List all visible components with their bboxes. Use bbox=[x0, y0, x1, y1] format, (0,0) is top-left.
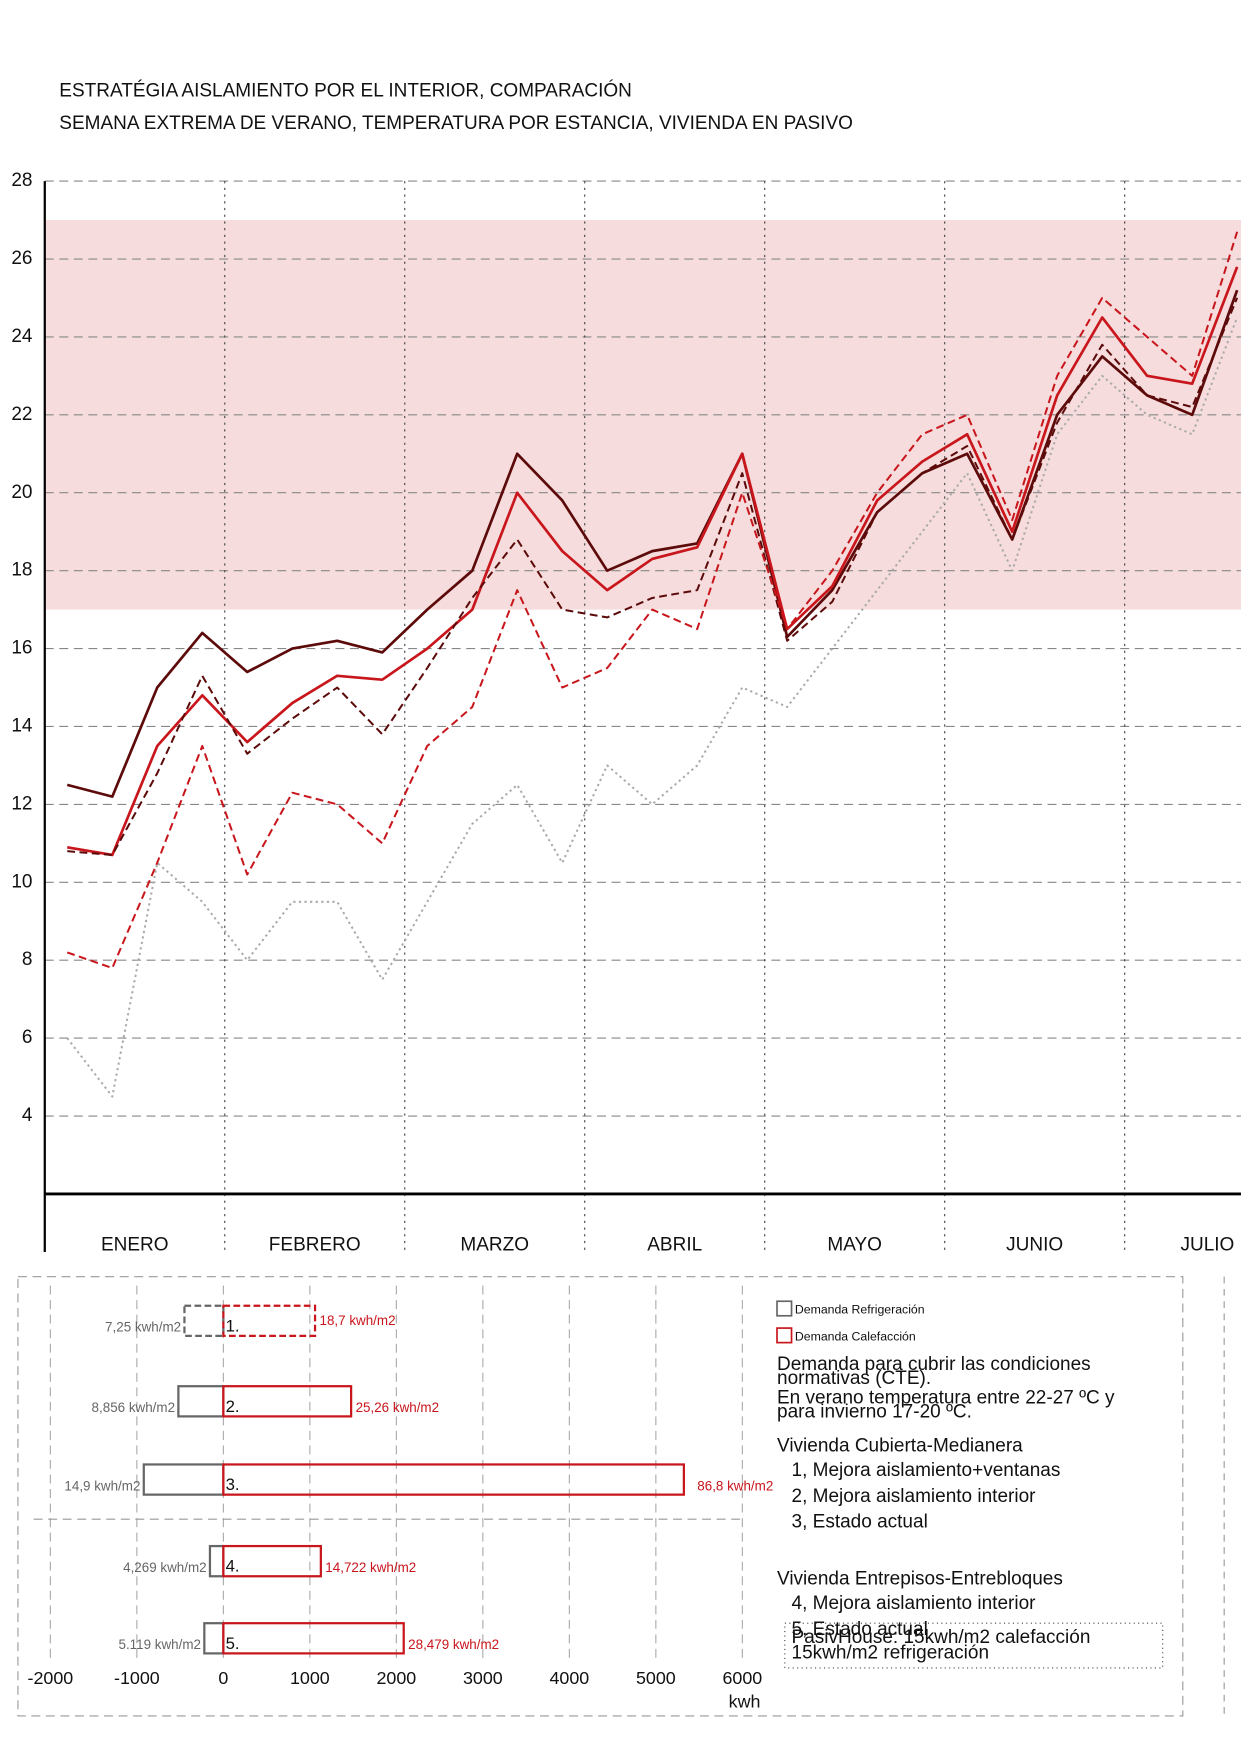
bar-note: 14,9 kwh/m2 bbox=[64, 1478, 140, 1493]
bar bbox=[208, 1544, 225, 1578]
y-tick-label: 18 bbox=[11, 560, 32, 581]
bar bbox=[222, 1385, 353, 1418]
legend-swatch bbox=[776, 1327, 793, 1344]
note-text: PasivHouse: 15kwh/m2 calefacción bbox=[792, 1627, 1091, 1648]
bar bbox=[222, 1463, 685, 1496]
y-tick-label: 4 bbox=[22, 1105, 33, 1126]
note-text: 15kwh/m2 refrigeración bbox=[792, 1642, 989, 1663]
x-tick-label: ABRIL bbox=[647, 1234, 702, 1255]
x-tick-label: 4000 bbox=[549, 1668, 589, 1688]
x-tick-label: -1000 bbox=[114, 1668, 160, 1688]
bar-note: 28,479 kwh/m2 bbox=[408, 1637, 499, 1652]
series-line bbox=[67, 266, 1239, 857]
bar-note: 5.119 kwh/m2 bbox=[119, 1637, 201, 1652]
y-tick-label: 6 bbox=[22, 1027, 33, 1048]
x-tick-label: JULIO bbox=[1180, 1234, 1234, 1255]
category-label: 4. bbox=[226, 1557, 240, 1576]
note-text: para invierno 17-20 ºC. bbox=[777, 1401, 972, 1422]
main-layer: 4 6 8 10 12 14 16 18 20 22 24 26 28 ENERO FEBRERO MARZO… bbox=[11, 170, 1241, 1688]
bar bbox=[177, 1385, 225, 1418]
x-tick-label: 3000 bbox=[463, 1668, 503, 1688]
panel-frame bbox=[17, 1276, 1184, 1717]
y-tick-label: 14 bbox=[11, 715, 33, 736]
x-tick-label: FEBRERO bbox=[269, 1234, 361, 1255]
series-line bbox=[66, 317, 1239, 1098]
y-tick-label: 24 bbox=[11, 326, 33, 347]
y-tick-label: 20 bbox=[11, 482, 32, 503]
y-tick-label: 10 bbox=[11, 871, 32, 892]
category-label: 1. bbox=[226, 1316, 240, 1335]
x-axis-label: kwh bbox=[729, 1691, 761, 1711]
note-text: 4, Mejora aislamiento interior bbox=[792, 1593, 1037, 1614]
chart-subtitle: SEMANA EXTREMA DE VERANO, TEMPERATURA PO… bbox=[59, 113, 853, 134]
note-text: 5, Estado actual bbox=[792, 1619, 928, 1640]
series-line bbox=[66, 289, 1239, 798]
bar bbox=[222, 1622, 405, 1655]
y-tick-label: 8 bbox=[22, 949, 33, 970]
bar-note: 14,722 kwh/m2 bbox=[325, 1560, 416, 1575]
reference-box bbox=[784, 1622, 1164, 1669]
note-text: Vivienda Cubierta-Medianera bbox=[777, 1436, 1023, 1457]
bar-note: 8,856 kwh/m2 bbox=[92, 1400, 175, 1415]
bar bbox=[183, 1304, 225, 1338]
bar-note: 4,269 kwh/m2 bbox=[123, 1560, 206, 1575]
bar bbox=[222, 1304, 317, 1338]
x-tick-label: ENERO bbox=[101, 1234, 169, 1255]
x-tick-label: 6000 bbox=[722, 1668, 762, 1688]
y-tick-label: 12 bbox=[11, 793, 32, 814]
legend-label: Demanda Refrigeración bbox=[795, 1302, 925, 1316]
bar-note: 86,8 kwh/m2 bbox=[697, 1478, 773, 1493]
category-label: 2. bbox=[226, 1397, 240, 1416]
bar-note: 18,7 kwh/m2 bbox=[320, 1313, 396, 1328]
chart-title: ESTRATÉGIA AISLAMIENTO POR EL INTERIOR, … bbox=[59, 80, 632, 102]
x-tick-label: -2000 bbox=[28, 1668, 74, 1688]
bar bbox=[222, 1544, 322, 1578]
legend-swatch bbox=[776, 1300, 793, 1317]
note-text: normativas (CTE). bbox=[777, 1368, 931, 1389]
note-text: 1, Mejora aislamiento+ventanas bbox=[792, 1460, 1061, 1481]
x-tick-label: 2000 bbox=[376, 1668, 416, 1688]
y-tick-label: 28 bbox=[11, 170, 32, 191]
x-tick-label: 5000 bbox=[636, 1668, 676, 1688]
note-text: 2, Mejora aislamiento interior bbox=[792, 1486, 1037, 1507]
background-layer bbox=[33, 180, 1241, 1661]
category-label: 3. bbox=[226, 1475, 240, 1494]
series-line bbox=[66, 231, 1239, 970]
legend-label: Demanda Calefacción bbox=[795, 1329, 916, 1343]
x-tick-label: 1000 bbox=[290, 1668, 330, 1688]
bar bbox=[142, 1463, 225, 1496]
series-line bbox=[67, 297, 1239, 856]
x-tick-label: MARZO bbox=[460, 1234, 529, 1255]
y-tick-label: 16 bbox=[11, 638, 32, 659]
x-tick-label: 0 bbox=[218, 1668, 228, 1688]
category-label: 5. bbox=[226, 1634, 240, 1653]
note-text: 3, Estado actual bbox=[792, 1512, 928, 1533]
note-text: En verano temperatura entre 22-27 ºC y bbox=[777, 1388, 1115, 1409]
bar-note: 25,26 kwh/m2 bbox=[356, 1400, 439, 1415]
y-tick-label: 26 bbox=[11, 248, 32, 269]
x-tick-label: MAYO bbox=[827, 1234, 882, 1255]
bar-note: 7,25 kwh/m2 bbox=[105, 1320, 181, 1335]
note-text: Demanda para cubrir las condiciones bbox=[777, 1354, 1091, 1375]
bar bbox=[203, 1622, 225, 1655]
note-text: Vivienda Entrepisos-Entrebloques bbox=[777, 1569, 1063, 1590]
y-tick-label: 22 bbox=[11, 404, 32, 425]
x-tick-label: JUNIO bbox=[1006, 1234, 1063, 1255]
